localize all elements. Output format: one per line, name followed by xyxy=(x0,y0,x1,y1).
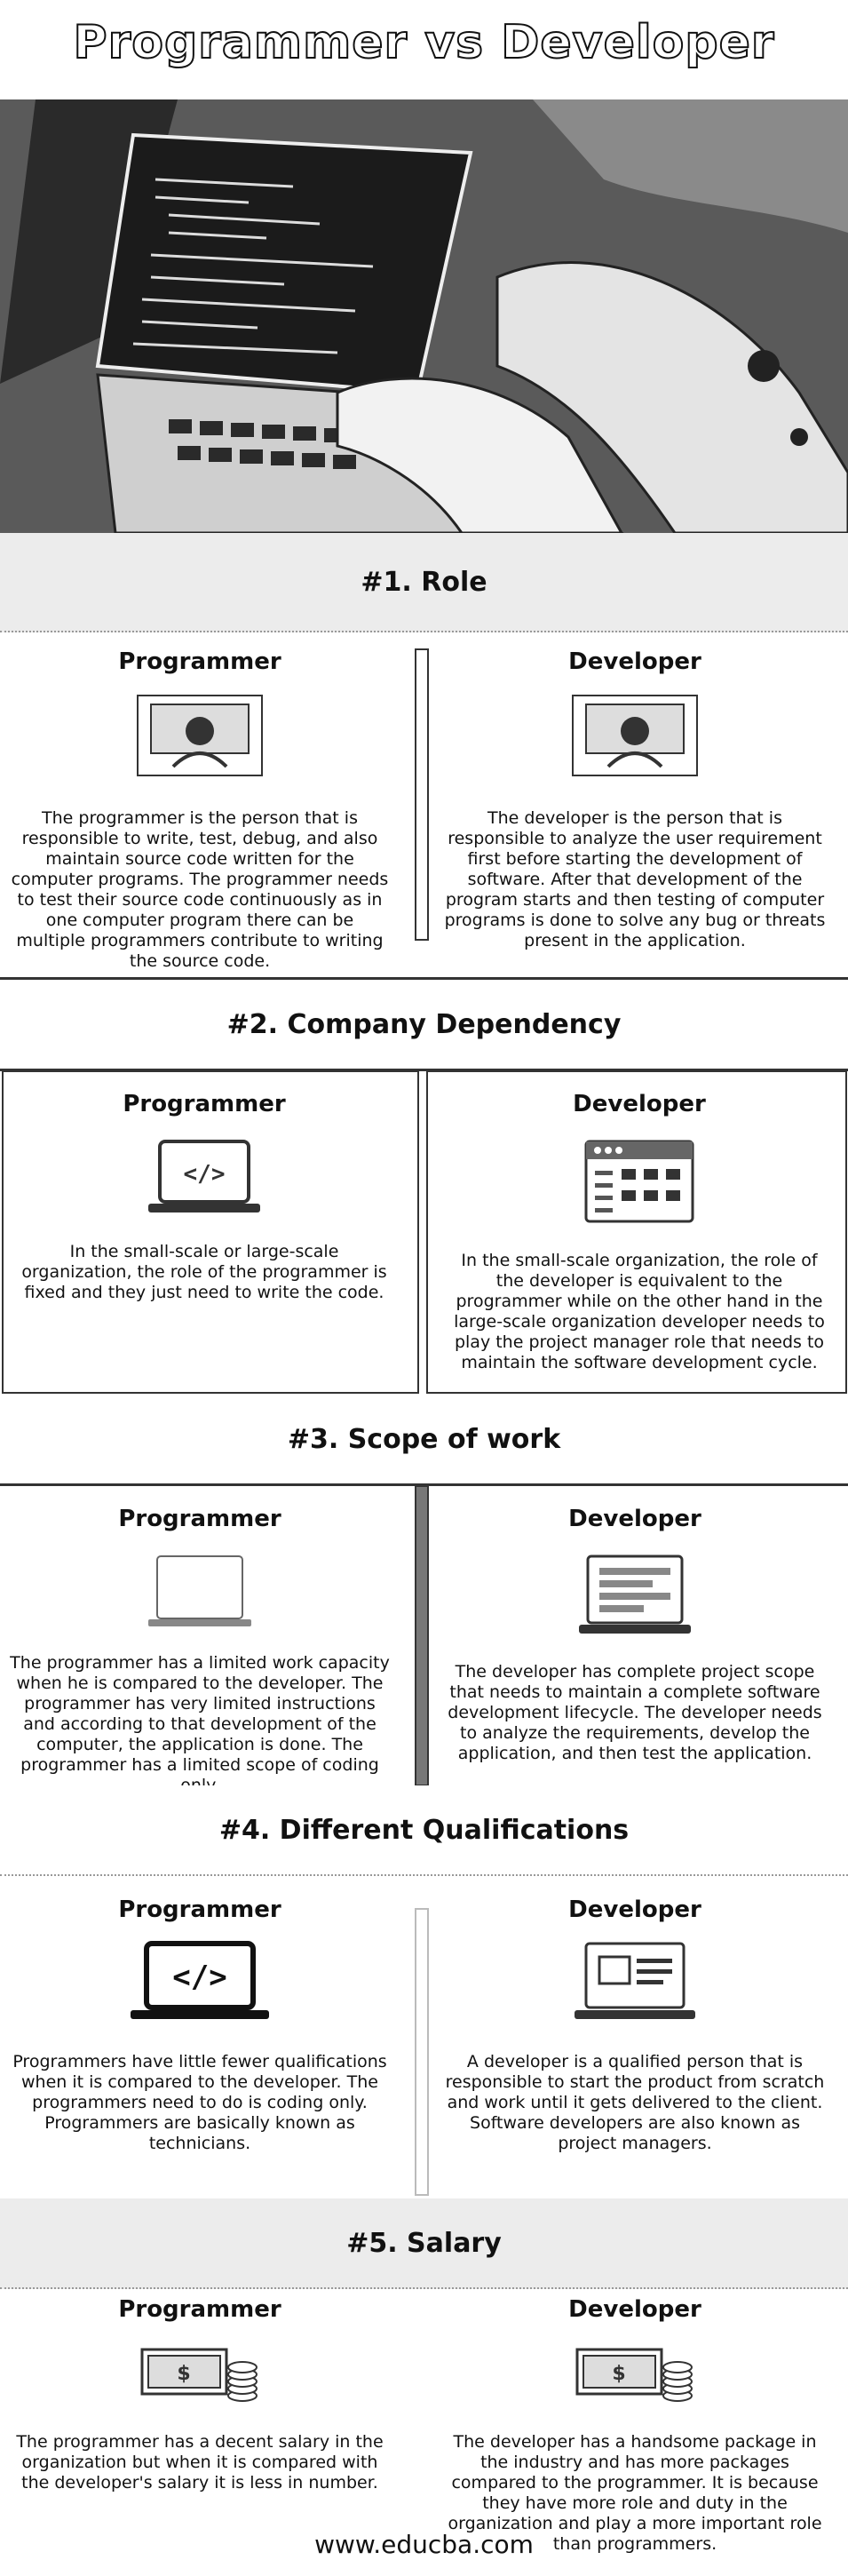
footer-url[interactable]: www.educba.com xyxy=(314,2530,534,2559)
section-1-heading: #1. Role xyxy=(0,533,848,632)
money-stack-icon: $ xyxy=(140,2348,258,2402)
section-1-right-title: Developer xyxy=(568,648,701,675)
section-4-left-text: Programmers have little fewer qualificat… xyxy=(12,2052,387,2153)
section-3-right-text: The developer has complete project scope… xyxy=(448,1662,822,1763)
section-4-right-title: Developer xyxy=(568,1896,701,1923)
section-1-rule xyxy=(0,977,848,980)
laptop-outline-icon xyxy=(148,1555,251,1626)
section-2-top-rule xyxy=(0,1069,848,1071)
section-5-left-text: The programmer has a decent salary in th… xyxy=(16,2432,384,2493)
section-1-right-text: The developer is the person that is resp… xyxy=(444,808,826,950)
section-5-left-title: Programmer xyxy=(118,2296,281,2323)
section-2-left-box xyxy=(2,1070,419,1394)
hero-laptop-image xyxy=(0,99,848,533)
section-2-left-text: In the small-scale or large-scale organi… xyxy=(21,1242,387,1302)
section-4-right-text: A developer is a qualified person that i… xyxy=(445,2052,825,2153)
svg-text:$: $ xyxy=(612,2363,625,2385)
section-1-divider xyxy=(415,648,429,941)
section-1-left-text: The programmer is the person that is res… xyxy=(11,808,389,971)
browser-window-icon xyxy=(584,1140,694,1223)
section-2-right-text: In the small-scale organization, the rol… xyxy=(454,1251,825,1372)
section-3-left-title: Programmer xyxy=(118,1506,281,1532)
page-title: Programmer vs Developer xyxy=(72,15,775,70)
section-3-divider xyxy=(415,1485,429,1786)
svg-text:</>: </> xyxy=(184,1161,226,1188)
svg-text:</>: </> xyxy=(172,1960,226,1995)
svg-text:$: $ xyxy=(177,2363,190,2385)
laptop-code-large-icon: </> xyxy=(131,1941,269,2019)
laptop-layout-icon xyxy=(575,1942,695,2019)
section-5-heading: #5. Salary xyxy=(0,2198,848,2289)
developer-desk-icon xyxy=(572,695,698,776)
section-5-right-text: The developer has a handsome package in … xyxy=(448,2432,822,2554)
section-2-heading: #2. Company Dependency xyxy=(0,980,848,1070)
section-1-left-title: Programmer xyxy=(118,648,281,675)
section-2-right-box xyxy=(426,1070,847,1394)
section-2-left-title: Programmer xyxy=(123,1091,286,1117)
section-4-left-title: Programmer xyxy=(118,1896,281,1923)
section-3-right-title: Developer xyxy=(568,1506,701,1532)
section-3-heading: #3. Scope of work xyxy=(0,1395,848,1485)
laptop-screen-icon xyxy=(579,1554,691,1634)
programmer-desk-icon xyxy=(137,695,263,776)
section-3-top-rule xyxy=(0,1483,848,1486)
money-stack-icon: $ xyxy=(575,2348,693,2402)
section-2-right-title: Developer xyxy=(573,1091,706,1117)
section-4-divider xyxy=(415,1908,429,2196)
laptop-code-icon: </> xyxy=(148,1140,260,1212)
section-3-left-text: The programmer has a limited work capaci… xyxy=(10,1653,390,1795)
section-5-right-title: Developer xyxy=(568,2296,701,2323)
section-4-heading: #4. Different Qualifications xyxy=(0,1785,848,1876)
